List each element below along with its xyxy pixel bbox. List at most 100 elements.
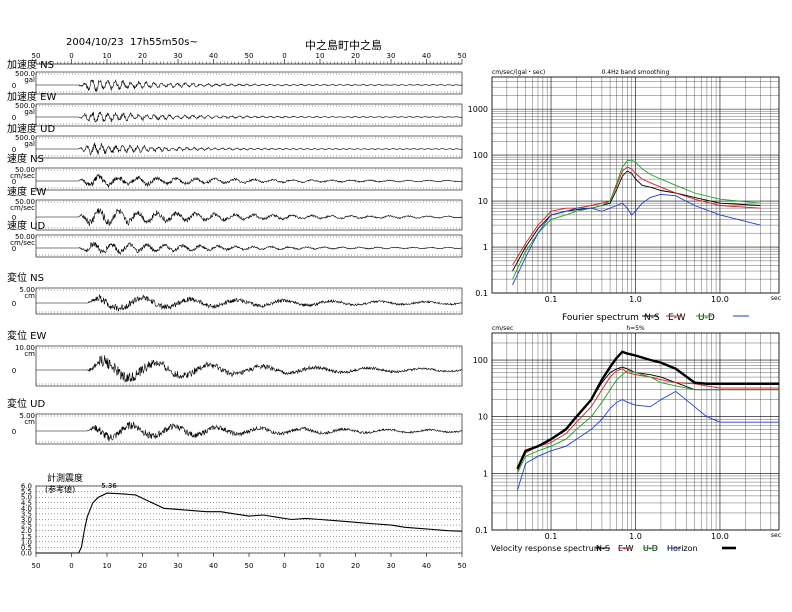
- waveform-top-tick-label: 50: [32, 52, 41, 60]
- intensity-x-tick-label: 50: [32, 562, 41, 570]
- waveform-scale-value: 5.00: [19, 286, 35, 294]
- intensity-x-tick-label: 30: [387, 562, 396, 570]
- spectrum-series-line: [512, 193, 761, 286]
- waveform-scale-value: 500.0: [15, 134, 35, 142]
- waveform-panel-frame: [35, 199, 463, 231]
- waveform-trace: [36, 111, 463, 123]
- waveform-panel-frame: [35, 135, 463, 159]
- spectrum-y-tick-label: 0.1: [475, 526, 488, 535]
- waveform-zero-label: 0: [12, 178, 16, 186]
- intensity-tick-label: 2.0: [21, 527, 32, 535]
- waveform-panel-frame: [35, 71, 463, 95]
- waveform-panel-label: 加速度 EW: [7, 90, 56, 103]
- header-datetime: 2004/10/23 17h55m50s~: [66, 37, 198, 48]
- fourier-legend: Fourier spectrum N-S E-W U-D: [562, 313, 749, 323]
- intensity-x-tick-label: 50: [458, 562, 467, 570]
- velocity-legend-item: Horizon: [667, 544, 698, 553]
- intensity-x-tick-label: 50: [245, 562, 254, 570]
- waveform-panel-label: 加速度 UD: [7, 122, 55, 135]
- waveform-panel-frame: [35, 167, 463, 191]
- fourier-legend-item: U-D: [698, 313, 715, 323]
- waveform-top-tick-label: 10: [316, 52, 325, 60]
- waveform-zero-label: 0: [12, 245, 16, 253]
- waveform-top-tick-label: 50: [245, 52, 254, 60]
- spectrum-series-line: [512, 159, 761, 280]
- spectrum-y-tick-label: 10: [478, 197, 488, 206]
- spectrum-x-tick-label: 10.0: [711, 532, 729, 541]
- waveform-scale-value: 500.0: [15, 102, 35, 110]
- spectrum-series-line: [512, 166, 761, 266]
- spectrum-y-tick-label: 100: [473, 151, 488, 160]
- waveform-scale-unit: cm/sec: [10, 239, 35, 247]
- intensity-x-tick-label: 10: [316, 562, 325, 570]
- spectrum-plot-fourier: 0.1 1 10 100 1000 0.1 1.0 10.0 sec cm/sec/(gal・se…: [468, 69, 781, 304]
- intensity-x-tick-label: 20: [351, 562, 360, 570]
- waveform-panel-frame: [35, 103, 463, 127]
- waveform-top-tick-label: 40: [209, 52, 218, 60]
- spectrum-series-line: [516, 350, 779, 470]
- waveform-zero-label: 0: [12, 214, 16, 222]
- spectrum-y-unit: cm/sec: [492, 325, 513, 332]
- waveform-top-tick-label: 50: [458, 52, 467, 60]
- waveform-zero-label: 0: [12, 146, 16, 154]
- spectrum-x-tick-label: 1.0: [629, 295, 642, 304]
- intensity-x-tick-label: 10: [103, 562, 112, 570]
- intensity-tick-label: 1.0: [21, 538, 32, 546]
- waveform-scale-value: 50.00: [15, 198, 35, 206]
- spectrum-plot-velocity: 0.1 1 10 100 0.1 1.0 10.0 sec cm/sec h=5%: [473, 325, 781, 541]
- waveform-panel-label: 加速度 NS: [7, 58, 54, 71]
- waveform-scale-value: 50.00: [15, 233, 35, 241]
- spectrum-series-line: [516, 366, 779, 470]
- fourier-legend-item: N-S: [644, 313, 660, 323]
- waveform-scale-unit: gal: [24, 76, 35, 84]
- intensity-line: [36, 492, 463, 554]
- waveform-trace: [36, 293, 463, 312]
- waveform-scale-unit: cm/sec: [10, 172, 35, 180]
- waveform-top-tick-label: 0: [282, 52, 286, 60]
- spectrum-x-tick-label: 10.0: [711, 295, 729, 304]
- intensity-tick-label: 0.5: [21, 544, 32, 552]
- spectrum-series-line: [516, 370, 779, 474]
- spectrum-y-tick-label: 1000: [468, 105, 488, 114]
- waveform-panel-frame: [35, 234, 463, 258]
- waveform-panel-label: 速度 UD: [7, 219, 45, 232]
- waveform-scale-value: 5.00: [19, 412, 35, 420]
- waveform-panel-frame: [35, 287, 463, 315]
- waveform-scale-unit: cm: [24, 350, 35, 358]
- waveform-zero-label: 0: [12, 82, 16, 90]
- waveform-panel-frame: [35, 345, 463, 387]
- waveform-trace: [36, 208, 463, 227]
- intensity-tick-label: 0.0: [21, 550, 32, 558]
- waveform-scale-value: 10.00: [15, 344, 35, 352]
- intensity-tick-label: 4.5: [21, 499, 32, 507]
- waveform-top-tick-label: 10: [103, 52, 112, 60]
- spectrum-x-unit: sec: [771, 295, 781, 302]
- intensity-x-tick-label: 0: [69, 562, 73, 570]
- waveform-trace: [36, 142, 463, 156]
- waveform-trace: [36, 79, 463, 93]
- intensity-plot: 0.00.51.01.52.02.53.03.54.04.55.05.56.0 5…: [21, 472, 467, 570]
- spectrum-y-tick-label: 10: [478, 413, 488, 422]
- waveform-trace: [36, 355, 463, 383]
- intensity-x-tick-label: 30: [174, 562, 183, 570]
- waveform-trace: [36, 421, 463, 442]
- spectrum-series-line: [516, 368, 779, 472]
- waveform-zero-label: 0: [12, 300, 16, 308]
- spectrum-series-line: [516, 390, 779, 491]
- waveform-top-tick-label: 0: [69, 52, 73, 60]
- waveform-scale-unit: gal: [24, 108, 35, 116]
- waveform-zero-label: 0: [12, 428, 16, 436]
- intensity-title: 計測震度: [47, 472, 83, 484]
- spectrum-y-tick-label: 1: [483, 243, 488, 252]
- spectrum-y-tick-label: 1: [483, 469, 488, 478]
- spectrum-x-tick-label: 0.1: [545, 295, 558, 304]
